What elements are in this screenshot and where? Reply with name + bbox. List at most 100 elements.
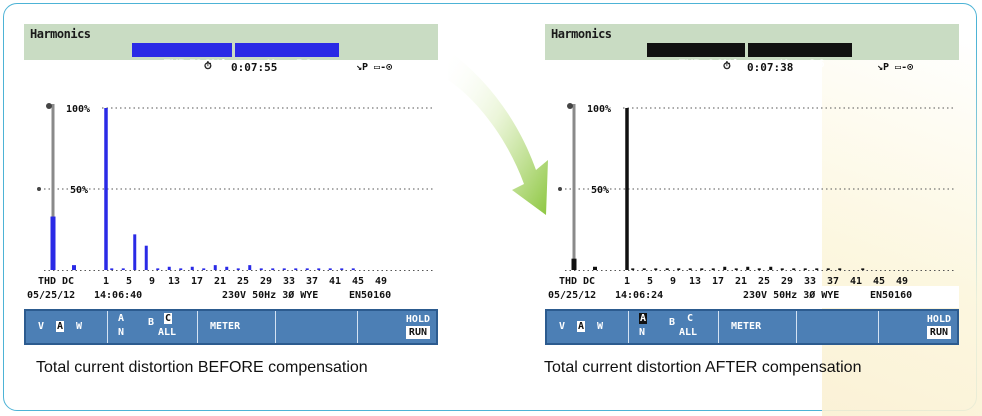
- harmonic-bar-6: [654, 268, 658, 270]
- harmonic-bar-8: [144, 245, 148, 270]
- x-tick-label: 21: [214, 276, 226, 286]
- harmonic-bar-22: [746, 266, 750, 270]
- softkey-bar: V A W A N B C ALL METER HOLD RUN: [545, 309, 959, 345]
- status-line: 05/25/12 14:06:24 230V 50Hz 3Ø WYE EN501…: [545, 286, 959, 308]
- x-tick-label: 33: [283, 276, 295, 286]
- timer-icon: ⏱: [204, 61, 212, 72]
- softkey-empty[interactable]: [797, 311, 879, 343]
- softkey-v-label: V: [38, 321, 45, 332]
- softkey-meter[interactable]: METER: [719, 311, 797, 343]
- harmonic-bar-36: [826, 268, 830, 270]
- phase-b-label: B: [148, 317, 155, 328]
- harmonic-bar-4: [121, 268, 125, 270]
- x-tick-label: 45: [352, 276, 364, 286]
- hold-run-toggle: HOLD RUN: [405, 313, 430, 339]
- caption-after: Total current distortion AFTER compensat…: [544, 359, 862, 376]
- softkey-vaw[interactable]: V A W: [547, 311, 629, 343]
- x-tick-label: 49: [375, 276, 387, 286]
- screen-title: Harmonics: [551, 27, 612, 41]
- harmonic-bar-8: [665, 268, 669, 270]
- softkey-phase[interactable]: A N B C ALL: [629, 311, 719, 343]
- meter-label: METER: [210, 321, 241, 332]
- thd-value: THD 78.8%f: [163, 58, 225, 70]
- k-phase-tag: A: [769, 59, 776, 69]
- harmonic-bar-4: [642, 268, 646, 270]
- harmonic-bar-26: [248, 265, 252, 270]
- softkey-hold-run[interactable]: HOLD RUN: [358, 311, 436, 343]
- softkey-w-label: W: [76, 321, 83, 332]
- x-tick-label: 17: [191, 276, 203, 286]
- harmonic-bar-28: [780, 268, 784, 270]
- harmonic-bar-1: [625, 108, 629, 270]
- y-label-50: 50%: [70, 185, 88, 196]
- thd-bar: [571, 258, 577, 270]
- x-tick-label: 25: [758, 276, 770, 286]
- harmonic-bar-2: [110, 268, 114, 270]
- screen-title: Harmonics: [30, 27, 91, 41]
- thd-marker-top: [46, 103, 52, 109]
- phase-a-label: A: [118, 313, 125, 324]
- status-standard: EN50160: [870, 290, 913, 301]
- transition-arrow-icon: [448, 50, 548, 215]
- hold-run-toggle: HOLD RUN: [926, 313, 951, 339]
- softkey-hold-run[interactable]: HOLD RUN: [879, 311, 957, 343]
- elapsed-timer: 0:07:55: [231, 61, 278, 74]
- thd-marker-top: [567, 103, 573, 109]
- caption-before: Total current distortion BEFORE compensa…: [36, 359, 368, 376]
- x-tick-label: DC: [62, 276, 74, 286]
- dc-bar: [72, 265, 76, 270]
- harmonic-bar-32: [803, 268, 807, 270]
- x-tick-label: 5: [647, 276, 653, 286]
- x-tick-label: 37: [827, 276, 839, 286]
- softkey-vaw[interactable]: V A W: [26, 311, 108, 343]
- x-tick-label: 13: [168, 276, 180, 286]
- thd-marker-mid: [37, 187, 41, 191]
- harmonic-bar-16: [190, 266, 194, 270]
- harmonic-bar-10: [677, 268, 681, 270]
- harmonic-bar-1: [104, 108, 108, 270]
- x-tick-label: 5: [126, 276, 132, 286]
- x-tick-label: 29: [781, 276, 793, 286]
- y-label-100: 100%: [587, 104, 611, 115]
- softkey-empty[interactable]: [276, 311, 358, 343]
- softkey-meter[interactable]: METER: [198, 311, 276, 343]
- status-date: 05/25/12: [548, 290, 597, 301]
- x-tick-label: 1: [624, 276, 630, 286]
- hold-label: HOLD: [405, 314, 430, 325]
- x-tick-label: 41: [850, 276, 862, 286]
- status-time: 14:06:24: [615, 290, 664, 301]
- thd-marker-mid: [558, 187, 562, 191]
- softkey-phase[interactable]: A N B C ALL: [108, 311, 198, 343]
- phase-c-label: C: [687, 313, 694, 324]
- hold-label: HOLD: [926, 314, 951, 325]
- x-tick-label: 21: [735, 276, 747, 286]
- phase-a-label: A: [639, 313, 648, 324]
- harmonics-bar-chart: 100% 50% THD DC 1 5 9 13 17 21 25 29 33 37 41 45 49: [558, 103, 955, 286]
- harmonic-bar-26: [769, 266, 773, 270]
- thd-value: THD 6.6%f: [678, 58, 737, 70]
- status-config: 230V 50Hz 3Ø WYE: [743, 290, 840, 301]
- harmonic-bar-30: [271, 268, 275, 270]
- x-tick-label: THD: [38, 276, 56, 286]
- harmonic-bar-34: [815, 268, 819, 270]
- x-tick-label: 9: [149, 276, 155, 286]
- x-tick-label: 37: [306, 276, 318, 286]
- harmonic-bar-42: [340, 268, 344, 270]
- harmonic-bar-18: [723, 266, 727, 270]
- phase-n-label: N: [118, 327, 125, 338]
- softkey-v-label: V: [559, 321, 566, 332]
- phase-all-label: ALL: [679, 327, 698, 338]
- x-tick-label: 33: [804, 276, 816, 286]
- thd-readout: A THD 6.6%f: [647, 43, 745, 70]
- status-config: 230V 50Hz 3Ø WYE: [222, 290, 319, 301]
- x-tick-label: 17: [712, 276, 724, 286]
- x-tick-label: DC: [583, 276, 595, 286]
- harmonic-bar-2: [631, 268, 635, 270]
- background-glow: [822, 40, 982, 416]
- x-tick-label: 9: [670, 276, 676, 286]
- x-tick-label: 41: [329, 276, 341, 286]
